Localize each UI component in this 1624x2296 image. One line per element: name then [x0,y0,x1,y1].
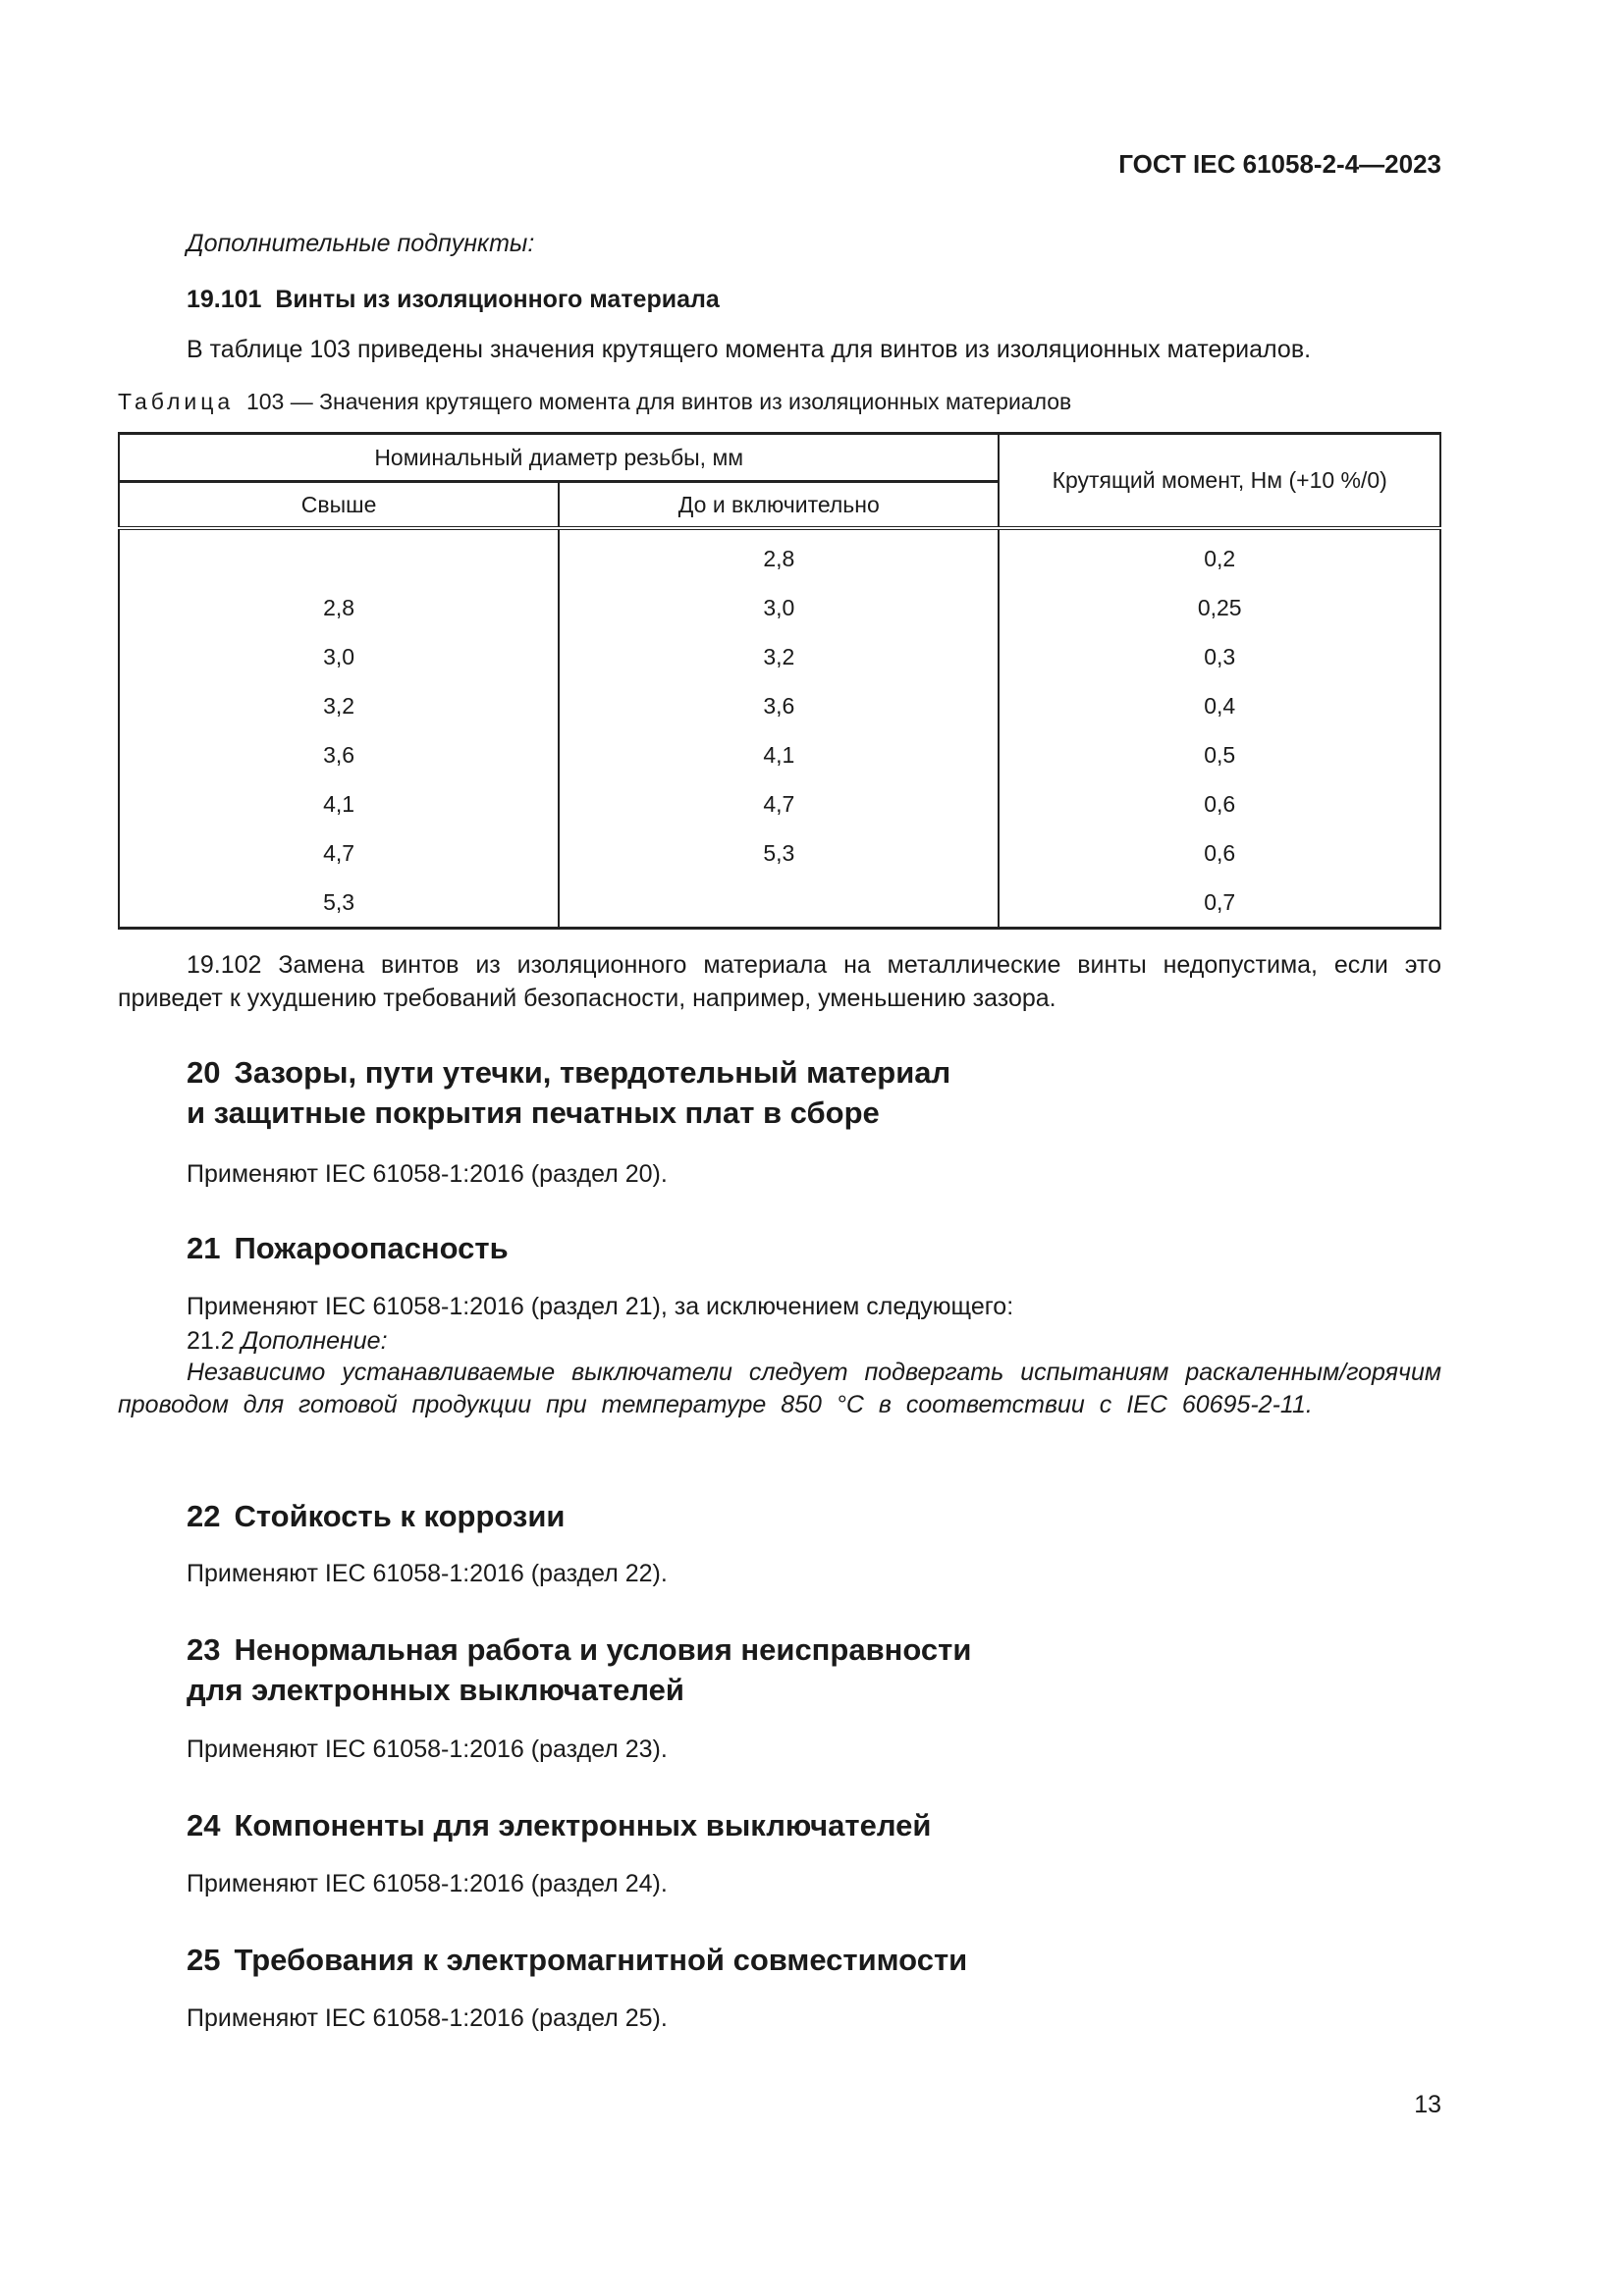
cell: 0,6 [998,828,1441,878]
page-number: 13 [1414,2091,1441,2118]
cell: 3,6 [558,681,1001,730]
section-number: 22 [187,1499,221,1533]
cell: 4,1 [558,730,1001,779]
table-caption-label: Таблица [118,389,235,414]
table-row: 3,2 3,6 0,4 [117,681,1441,730]
cell [117,526,561,583]
section-title: Стойкость к коррозии [234,1499,566,1533]
torque-table: Номинальный диаметр резьбы, мм Крутящий … [117,432,1441,930]
clause-number: 19.101 [187,286,262,313]
section-25-text: Применяют IEC 61058-1:2016 (раздел 25). [187,2004,668,2032]
section-20-heading: 20 Зазоры, пути утечки, твердотельный мат… [187,1052,950,1133]
section-23-heading: 23 Ненормальная работа и условия неисправ… [187,1629,971,1710]
subclause-label: Дополнение: [241,1327,388,1355]
cell: 3,2 [117,681,561,730]
cell: 2,8 [558,526,1001,583]
clause-19-101-heading: 19.101 Винты из изоляционного материала [187,283,720,316]
document-id-header: ГОСТ IEC 61058-2-4—2023 [1118,149,1441,179]
table-caption: Таблица 103 — Значения крутящего момента… [118,389,1071,415]
section-25-heading: 25 Требования к электромагнитной совмести… [187,1940,967,1980]
cell: 4,7 [117,828,561,878]
section-21-heading: 21 Пожароопасность [187,1228,509,1268]
subclause-21-2: 21.2 Дополнение: [187,1324,388,1358]
section-number: 24 [187,1808,221,1842]
cell: 0,25 [998,583,1441,632]
group-header: Номинальный диаметр резьбы, мм [117,432,1001,483]
cell: 2,8 [117,583,561,632]
table-row: 2,8 3,0 0,25 [117,583,1441,632]
cell: 0,6 [998,779,1441,828]
section-number: 23 [187,1632,221,1667]
section-title: Пожароопасность [234,1231,509,1265]
section-title-line2: для электронных выключателей [187,1673,684,1707]
subclause-number: 21.2 [187,1327,235,1355]
section-23-text: Применяют IEC 61058-1:2016 (раздел 23). [187,1735,668,1763]
section-title: Требования к электромагнитной совместимо… [234,1943,968,1977]
cell: 5,3 [117,878,561,930]
section-22-text: Применяют IEC 61058-1:2016 (раздел 22). [187,1560,668,1587]
subclause-21-2-text: Независимо устанавливаемые выключатели с… [118,1359,1441,1418]
section-number: 20 [187,1055,221,1090]
section-24-heading: 24 Компоненты для электронных выключателе… [187,1805,931,1845]
section-title-line1: Ненормальная работа и условия неисправно… [234,1632,972,1667]
section-21-text: Применяют IEC 61058-1:2016 (раздел 21), … [187,1293,1014,1320]
cell [558,878,1001,930]
section-20-text: Применяют IEC 61058-1:2016 (раздел 20). [187,1160,668,1188]
additional-subclauses-label: Дополнительные подпункты: [187,230,535,257]
column-header-over: Свыше [117,481,561,529]
section-number: 25 [187,1943,221,1977]
cell: 3,2 [558,632,1001,681]
table-header-row: Номинальный диаметр резьбы, мм Крутящий … [117,432,1441,529]
table-row: 3,0 3,2 0,3 [117,632,1441,681]
section-number: 21 [187,1231,221,1265]
cell: 0,7 [998,878,1441,930]
table-row: 4,7 5,3 0,6 [117,828,1441,878]
cell: 3,0 [558,583,1001,632]
table-row: 4,1 4,7 0,6 [117,779,1441,828]
section-24-text: Применяют IEC 61058-1:2016 (раздел 24). [187,1870,668,1897]
column-header-up-to: До и включительно [558,481,1001,529]
table-header-row: Свыше До и включительно [117,481,1440,529]
cell: 5,3 [558,828,1001,878]
cell: 0,2 [998,526,1441,583]
clause-19-102-text: 19.102 Замена винтов из изоляционного ма… [118,951,1441,1012]
section-title-line1: Зазоры, пути утечки, твердотельный матер… [234,1055,951,1090]
table-row: 2,8 0,2 [117,526,1441,583]
cell: 4,1 [117,779,561,828]
clause-title: Винты из изоляционного материала [275,286,720,313]
section-title: Компоненты для электронных выключателей [234,1808,932,1842]
cell: 0,5 [998,730,1441,779]
column-header-torque: Крутящий момент, Нм (+10 %/0) [998,432,1441,529]
section-title-line2: и защитные покрытия печатных плат в сбор… [187,1095,880,1130]
cell: 3,6 [117,730,561,779]
table-caption-text: 103 — Значения крутящего момента для вин… [245,389,1072,414]
cell: 4,7 [558,779,1001,828]
cell: 0,3 [998,632,1441,681]
cell: 3,0 [117,632,561,681]
table-row: 5,3 0,7 [117,878,1441,930]
clause-19-101-text: В таблице 103 приведены значения крутяще… [187,336,1312,363]
section-22-heading: 22 Стойкость к коррозии [187,1496,565,1536]
table-row: 3,6 4,1 0,5 [117,730,1441,779]
cell: 0,4 [998,681,1441,730]
